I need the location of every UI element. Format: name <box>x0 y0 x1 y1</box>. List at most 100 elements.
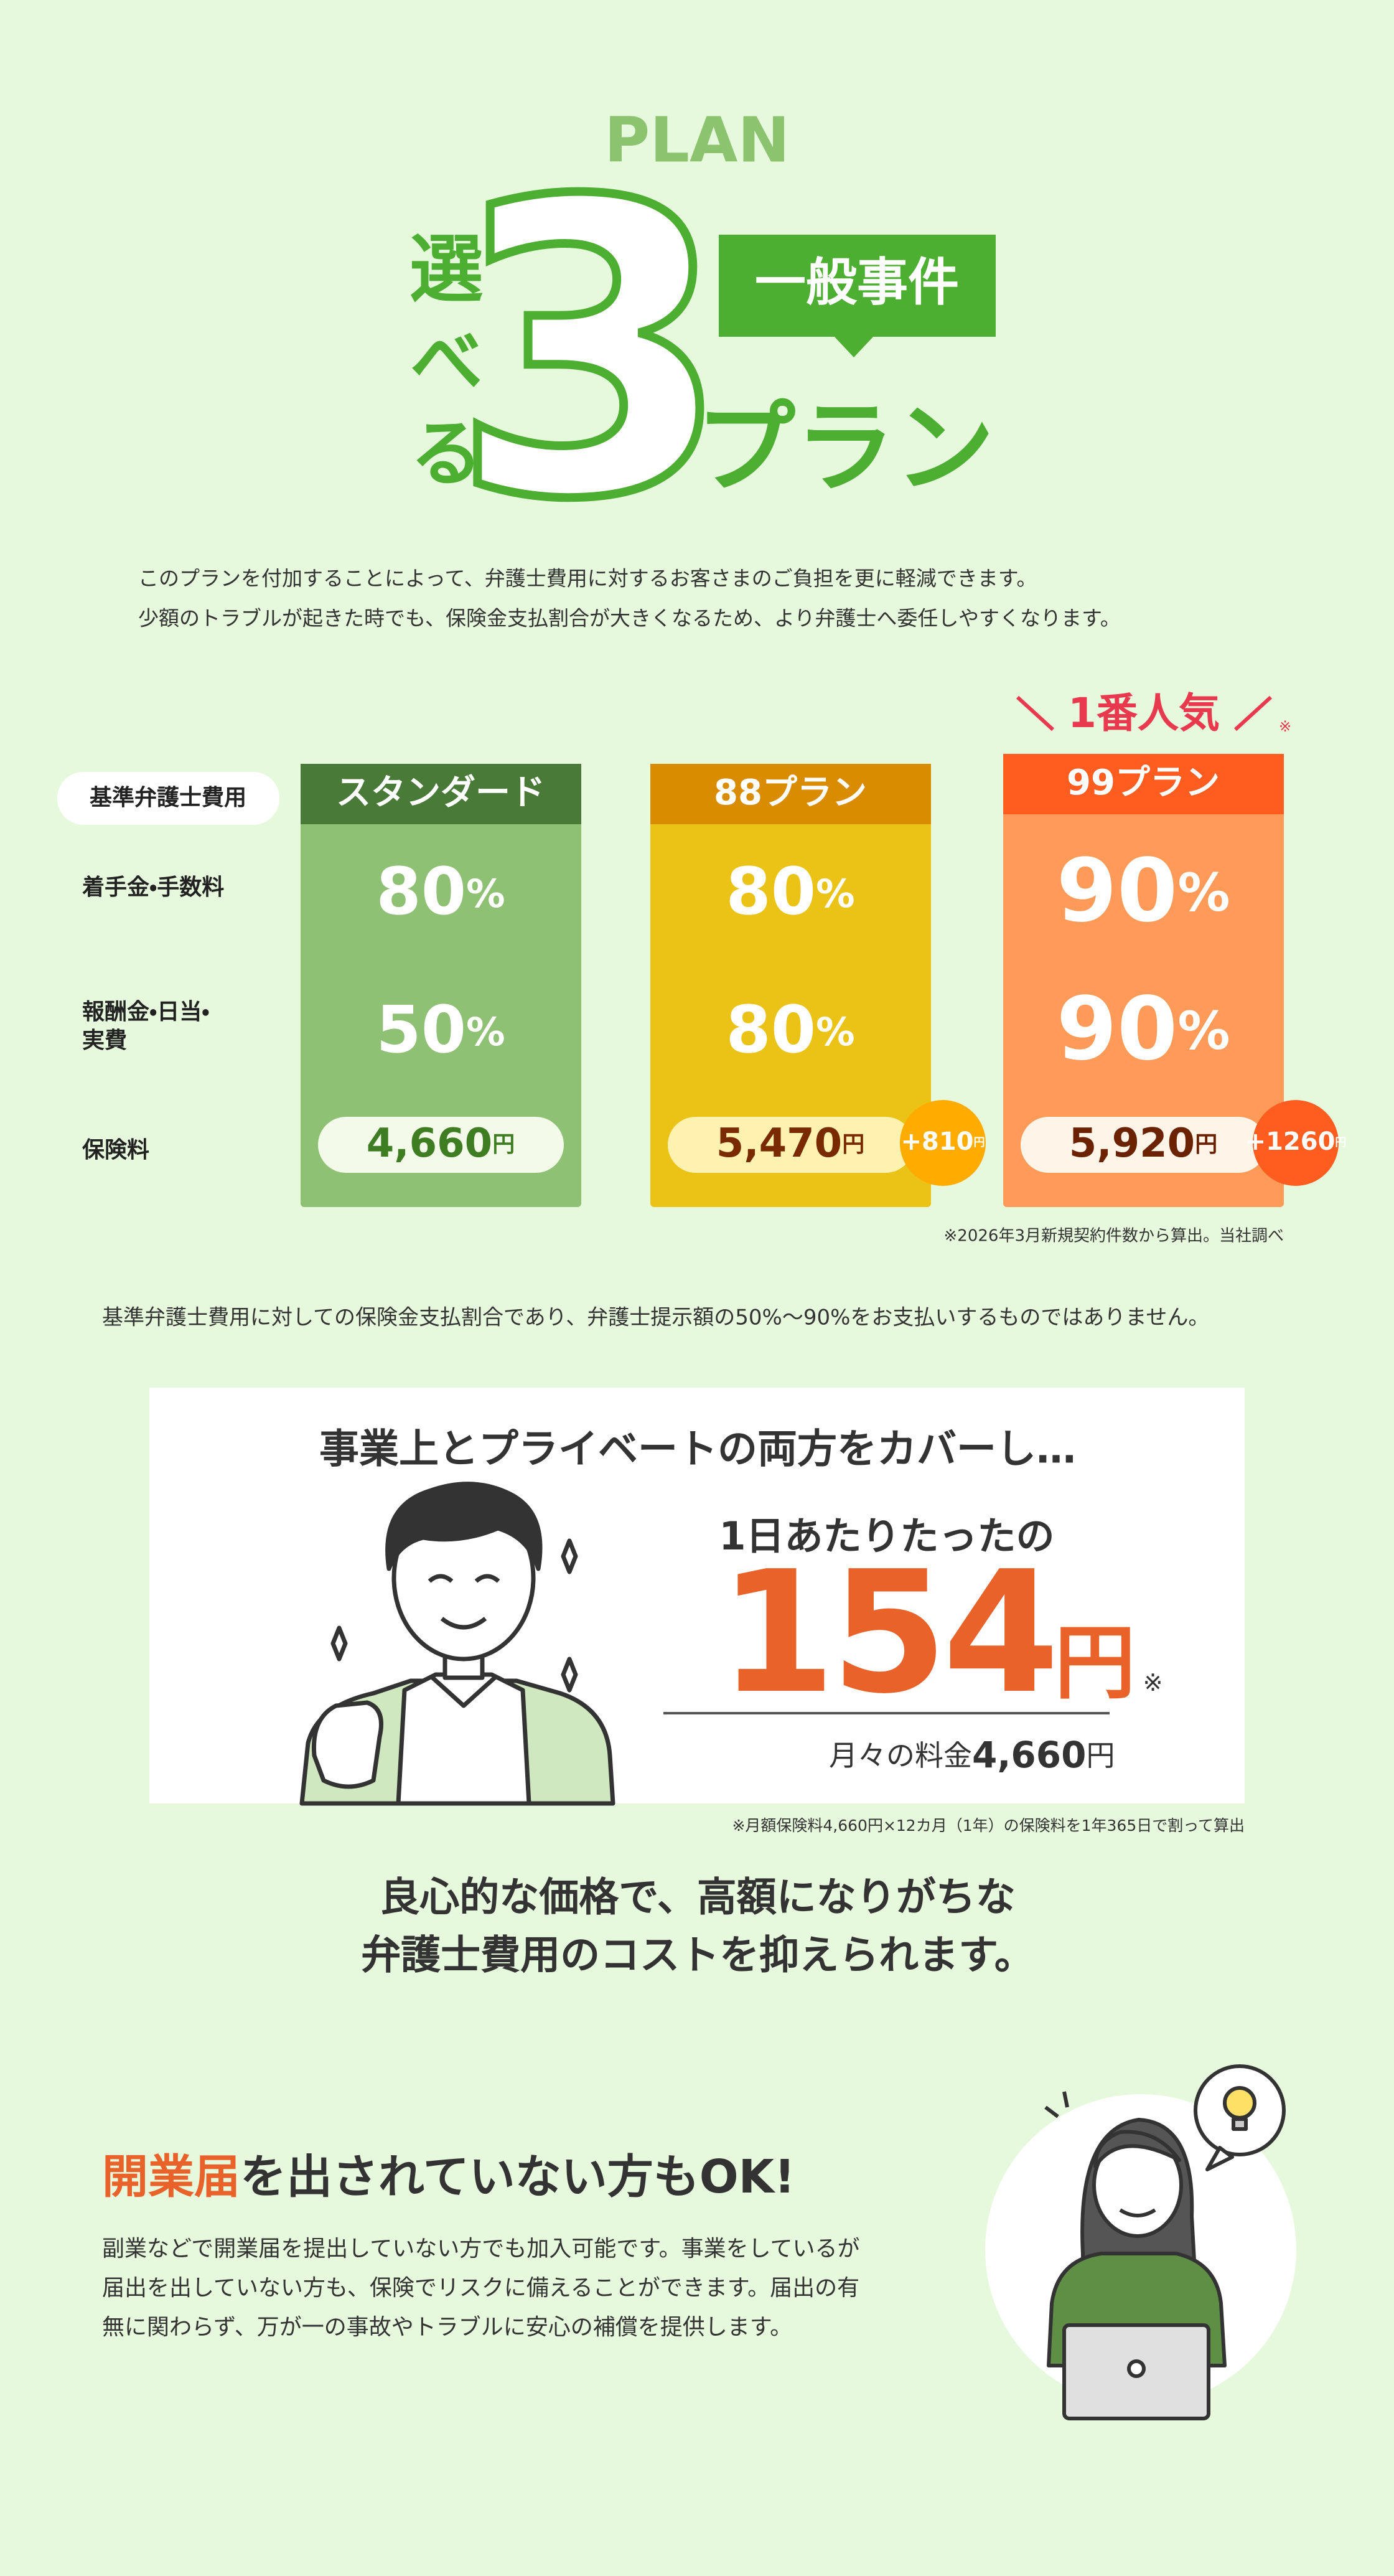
collar <box>431 1676 497 1708</box>
daily-cost-part: 154 <box>719 1535 1055 1731</box>
body-line: 届出を出していない方も、保険でリスクに備えることができます。届出の有 <box>102 2275 859 2301</box>
popular-mark: ※ <box>1279 718 1291 735</box>
card-title: 事業上とプライベートの両方をカバーし… <box>319 1427 1076 1473</box>
plan-rate-part: % <box>466 871 505 916</box>
bulb <box>1223 2086 1256 2120</box>
row-label: 実費 <box>82 1028 127 1053</box>
premium-pill <box>1021 1117 1266 1173</box>
plan-rate-part: 50 <box>376 992 466 1068</box>
plan-rate: 90% <box>1057 840 1230 942</box>
card-lead: 1日あたりたったの <box>719 1513 1054 1559</box>
plan-rate: 80% <box>376 853 505 929</box>
plan-label: PLAN <box>604 103 790 176</box>
bangs <box>1093 2130 1181 2168</box>
daily-cost-part: ※ <box>1143 1669 1163 1696</box>
body-line: 無に関わらず、万が一の事故やトラブルに安心の補償を提供します。 <box>102 2315 792 2340</box>
plan-rate-part: % <box>1177 1000 1230 1061</box>
extra-cost-part: +810 <box>900 1127 973 1156</box>
title-suffix: プラン <box>696 390 994 506</box>
card-footnote: ※月額保険料4,660円×12カ月（1年）の保険料を1年365日で割って算出 <box>732 1817 1245 1835</box>
premium-part: 円 <box>842 1132 864 1157</box>
header-label: 基準弁護士費用 <box>90 785 246 811</box>
plan-rate: 80% <box>726 992 854 1068</box>
badge-text: 一般事件 <box>755 253 959 312</box>
badge-pointer <box>834 336 874 357</box>
plan-rate-part: 90 <box>1057 840 1178 942</box>
extra-cost-part: +1260 <box>1245 1127 1336 1156</box>
plan-rate-part: % <box>816 1009 855 1055</box>
extra-cost: +1260円 <box>1245 1127 1347 1156</box>
table-note: ※2026年3月新規契約件数から算出。当社調べ <box>944 1227 1284 1246</box>
premium-part: 5,920 <box>1069 1121 1195 1167</box>
fist <box>311 1700 383 1789</box>
no-license-heading-part: 開業届 <box>102 2150 240 2204</box>
premium-part: 4,660 <box>367 1121 492 1167</box>
premium-part: 円 <box>1195 1132 1217 1157</box>
plan-name: 88プラン <box>714 773 867 813</box>
daily-cost-part: 円 <box>1055 1615 1136 1710</box>
disclaimer: 基準弁護士費用に対しての保険金支払割合であり、弁護士提示額の50%〜90%をお支… <box>102 1305 1209 1330</box>
plan-rate: 80% <box>726 853 854 929</box>
row-label: 着手金・手数料 <box>82 875 224 900</box>
message-line: 弁護士費用のコストを抑えられます。 <box>361 1933 1034 1979</box>
plan-header <box>1003 754 1284 814</box>
motion-lines <box>1044 2091 1069 2118</box>
plan-name: スタンダード <box>336 773 545 813</box>
plan-name: 99プラン <box>1067 763 1220 803</box>
woman-illustration <box>1044 2064 1286 2420</box>
monthly-cost-part: 円 <box>1086 1739 1115 1772</box>
bulb-base <box>1232 2117 1248 2131</box>
premium-pill <box>668 1117 914 1173</box>
popular-slash <box>1016 695 1055 731</box>
title-number: 3 <box>451 117 732 588</box>
sparkles <box>330 1538 578 1693</box>
no-license-heading-part: を出されていない方もOK! <box>240 2150 795 2204</box>
title-vertical: 選べる <box>397 230 483 507</box>
plan-rate-part: 80 <box>726 853 816 929</box>
plan-rate-part: % <box>1177 862 1230 923</box>
premium: 5,470円 <box>716 1121 864 1167</box>
monthly-cost-part: 4,660 <box>972 1734 1086 1776</box>
row-label: 保険料 <box>82 1137 149 1163</box>
extra-cost-part: 円 <box>1335 1136 1346 1149</box>
intro-line: 少額のトラブルが起きた時でも、保険金支払割合が大きくなるため、より弁護士へ委任し… <box>138 606 1121 631</box>
laptop-logo <box>1127 2359 1146 2378</box>
plan-column <box>301 764 581 1207</box>
plan-rate: 90% <box>1057 979 1230 1080</box>
extra-badge <box>900 1100 986 1186</box>
hair <box>385 1482 543 1571</box>
smile <box>1119 2208 1156 2217</box>
premium-part: 円 <box>492 1132 515 1157</box>
plan-header <box>650 764 931 824</box>
plan-rate-part: % <box>816 871 855 916</box>
man-illustration <box>299 1482 615 1806</box>
premium: 4,660円 <box>367 1121 515 1167</box>
header-label-pill <box>57 772 279 825</box>
eyes <box>428 1574 500 1583</box>
plan-rate-part: 80 <box>726 992 816 1068</box>
plan-rate-part: 80 <box>376 853 466 929</box>
plan-rate-part: 90 <box>1057 979 1178 1080</box>
intro-line: このプランを付加することによって、弁護士費用に対するお客さまのご負担を更に軽減で… <box>138 566 1037 591</box>
premium-part: 5,470 <box>716 1121 842 1167</box>
daily-cost: 154円 ※ <box>719 1535 1162 1731</box>
plan-column <box>650 764 931 1207</box>
body-line: 副業などで開業届を提出していない方でも加入可能です。事業をしているが <box>102 2236 860 2262</box>
plan-rate-part: % <box>466 1009 505 1055</box>
badge <box>719 235 996 337</box>
plan-column <box>1003 754 1284 1207</box>
bubble-tail <box>1205 2146 1234 2171</box>
extra-cost: +810円 <box>900 1127 985 1156</box>
extra-badge <box>1253 1100 1339 1186</box>
popular-label: 1番人気 <box>1068 689 1220 737</box>
popular-slash <box>1233 695 1273 731</box>
message-line: 良心的な価格で、高額になりがちな <box>380 1875 1015 1921</box>
mouth <box>440 1617 487 1630</box>
plan-rate: 50% <box>376 992 505 1068</box>
no-license-heading: 開業届を出されていない方もOK! <box>102 2150 795 2204</box>
plan-header <box>301 764 581 824</box>
monthly-cost: 月々の料金4,660円 <box>829 1734 1115 1776</box>
